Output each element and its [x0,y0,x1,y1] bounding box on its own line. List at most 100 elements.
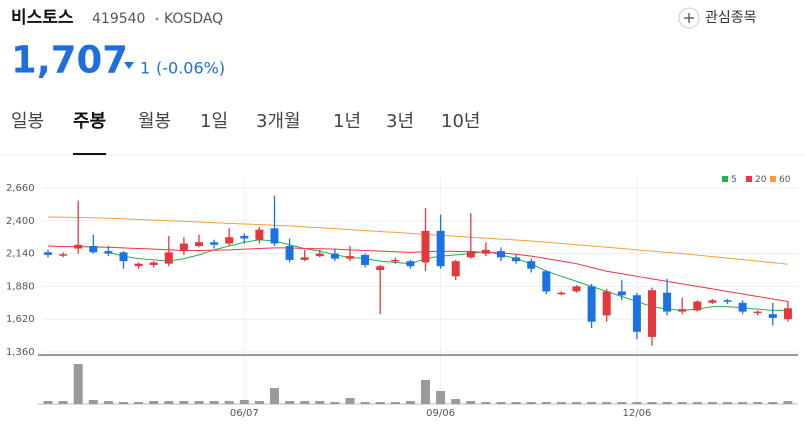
candle-body [300,257,309,260]
y-tick-label: 2,140 [6,249,35,260]
change: 1 [140,59,150,78]
x-tick-label: 09/06 [426,408,455,419]
candle-body [104,251,113,254]
tab[interactable]: 10년 [441,111,480,132]
x-tick-label: 06/07 [230,408,259,419]
market: KOSDAQ [164,11,223,27]
candle-body [210,242,219,245]
volume-bar [194,401,204,404]
ma-line [108,239,788,311]
volume-bar [43,401,53,404]
volume-bar [723,402,732,404]
candle-body [134,263,143,267]
volume-bar [360,402,370,404]
legend-label: 5 [731,175,737,185]
tab[interactable]: 1일 [200,111,228,132]
candle-body [663,292,672,312]
volume-bar [179,401,189,404]
volume-bar [270,388,279,404]
y-tick-label: 1,360 [6,347,35,358]
candle-body [602,291,611,316]
candle-body [436,230,445,267]
volume-bar [677,402,687,404]
legend-label: 60 [779,175,791,185]
candle-body [315,253,324,257]
volume-bar [405,401,415,404]
y-tick-label: 2,400 [6,216,35,227]
volume-bar [149,401,159,404]
volume-bar [285,401,295,404]
candle-body [149,262,158,265]
watch-button[interactable]: 관심종목 [678,7,757,29]
x-tick-label: 12/06 [622,408,651,419]
volume-bar [692,402,702,404]
volume-bar [783,401,793,404]
candle-body [376,266,385,270]
candle-body [723,300,732,302]
candle-body [270,228,279,244]
volume-bar [451,399,461,404]
candle-body [557,292,566,295]
plus-icon [684,13,694,23]
volume-bar [511,402,521,404]
candle-body [783,308,792,320]
separator-dot [155,17,159,21]
tab[interactable]: 3개월 [256,111,301,132]
candle-body [330,253,339,259]
volume-bar [345,398,355,404]
volume-bar [164,401,174,404]
tab[interactable]: 월봉 [138,111,171,132]
candle-body [44,252,52,255]
volume-bar [541,402,551,404]
chart: 1,360 1,620 1,880 2,140 2,400 2,660 06/07 09/06… [6,175,798,419]
volume-bar [300,401,310,404]
candle-body [285,246,294,260]
stock-code: 419540 [92,11,145,27]
candle-body [406,261,415,267]
candle-body [391,259,400,262]
candle-body [179,243,188,252]
candle-body [678,309,687,312]
candle-body [542,271,551,292]
volume-bar [421,380,430,404]
volume-bar [58,401,68,404]
ma-line [47,245,788,303]
volume-bar [119,402,128,404]
volume-bar [572,402,581,404]
candle-body [195,242,203,247]
legend-swatch [746,176,752,182]
candle-body [481,249,490,254]
candle-body [512,257,521,262]
volume-bar [375,402,385,404]
candle-body [466,251,475,258]
volume-bar [73,364,83,404]
volume-bar [315,401,325,404]
tab[interactable]: 1년 [333,111,361,132]
candle-body [451,261,460,277]
volume-bar [209,401,219,404]
down-arrow [124,62,134,69]
legend-swatch [770,176,776,182]
volume-bar [707,402,717,404]
candle-body [527,261,536,269]
volume-bar [224,401,234,404]
candle-body [421,230,430,263]
candle-body [74,244,83,249]
candle-body [708,300,717,303]
volume-bar [662,402,672,404]
volume-bar [496,402,506,404]
tab[interactable]: 일봉 [11,111,44,132]
watch-label: 관심종목 [705,10,757,26]
candle-body [240,235,249,239]
volume-bar [481,402,491,404]
tab[interactable]: 3년 [386,111,414,132]
volume-bar [239,400,249,404]
volume-bar [587,402,597,404]
volume-bar [330,402,340,404]
tab[interactable]: 주봉 [73,111,106,132]
candle-body [572,286,581,292]
candle-body [89,246,98,253]
volume-bar [738,402,748,404]
volume-bar [602,402,612,404]
